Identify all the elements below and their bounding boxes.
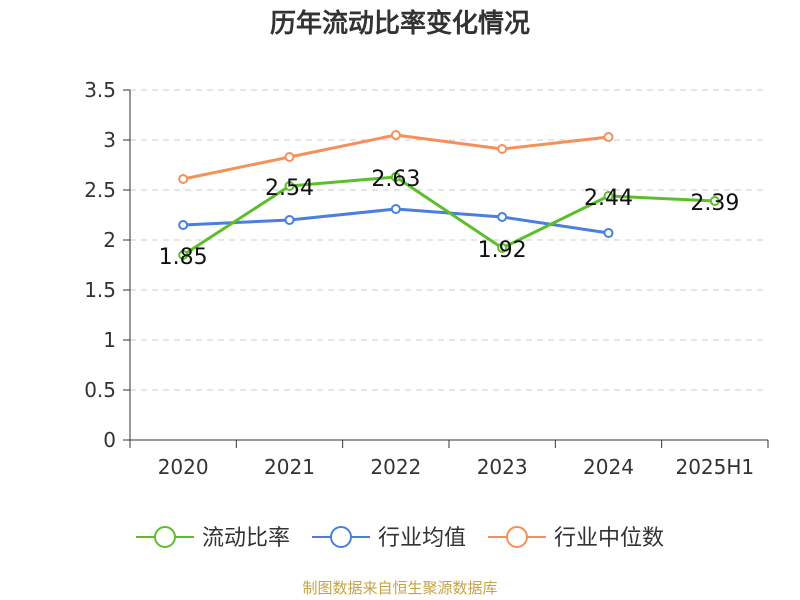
x-tick-label: 2020 bbox=[158, 455, 209, 479]
data-point bbox=[497, 212, 508, 222]
y-tick-label: 2.5 bbox=[84, 178, 116, 202]
data-label: 1.85 bbox=[159, 245, 208, 270]
data-label: 2.44 bbox=[584, 186, 633, 211]
y-tick-label: 1.5 bbox=[84, 278, 116, 302]
x-tick-label: 2024 bbox=[583, 455, 634, 479]
y-tick-label: 0 bbox=[103, 428, 116, 452]
data-point bbox=[497, 144, 508, 154]
y-tick-label: 0.5 bbox=[84, 378, 116, 402]
grid-lines bbox=[130, 89, 768, 391]
data-point bbox=[709, 196, 720, 206]
data-point bbox=[390, 130, 401, 140]
data-label: 2.63 bbox=[371, 167, 420, 192]
legend-label: 行业中位数 bbox=[554, 526, 664, 551]
axes: 0 0.5 1 1.5 2 2.5 3 3.5 2020 2021 2022 2023 2024 2025… bbox=[84, 78, 769, 479]
data-label: 2.54 bbox=[265, 176, 314, 201]
data-point bbox=[603, 228, 614, 238]
x-tick-label: 2021 bbox=[264, 455, 315, 479]
y-tick-label: 3 bbox=[103, 128, 116, 152]
legend-swatch-marker bbox=[154, 526, 176, 548]
data-point bbox=[178, 174, 189, 184]
data-labels: 1.85 2.54 2.63 1.92 2.44 2.39 bbox=[159, 167, 740, 270]
y-tick-label: 1 bbox=[103, 328, 116, 352]
legend-swatch-marker bbox=[506, 526, 528, 548]
legend: 流动比率 行业均值 行业中位数 bbox=[136, 526, 664, 551]
data-label: 2.39 bbox=[690, 191, 739, 216]
data-point bbox=[603, 191, 614, 201]
legend-item: 行业均值 bbox=[312, 526, 466, 551]
x-tick-label: 2025H1 bbox=[675, 455, 754, 479]
data-point bbox=[390, 204, 401, 214]
y-tick-label: 3.5 bbox=[84, 78, 116, 102]
data-point bbox=[284, 181, 295, 191]
source-note: 制图数据来自恒生聚源数据库 bbox=[302, 579, 498, 597]
series-lines bbox=[178, 130, 720, 260]
data-point bbox=[497, 243, 508, 253]
data-point bbox=[284, 152, 295, 162]
chart-title: 历年流动比率变化情况 bbox=[269, 9, 530, 39]
data-point bbox=[390, 172, 401, 182]
legend-label: 流动比率 bbox=[202, 526, 290, 551]
y-tick-label: 2 bbox=[103, 228, 116, 252]
series-line-0 bbox=[182, 175, 715, 257]
data-point bbox=[178, 220, 189, 230]
legend-item: 行业中位数 bbox=[488, 526, 664, 551]
x-tick-label: 2023 bbox=[477, 455, 528, 479]
legend-swatch-marker bbox=[330, 526, 352, 548]
legend-label: 行业均值 bbox=[378, 526, 466, 551]
legend-item: 流动比率 bbox=[136, 526, 290, 551]
data-label: 1.92 bbox=[478, 238, 527, 263]
x-tick-label: 2022 bbox=[370, 455, 421, 479]
data-point bbox=[284, 215, 295, 225]
data-point bbox=[178, 250, 189, 260]
data-point bbox=[603, 132, 614, 142]
